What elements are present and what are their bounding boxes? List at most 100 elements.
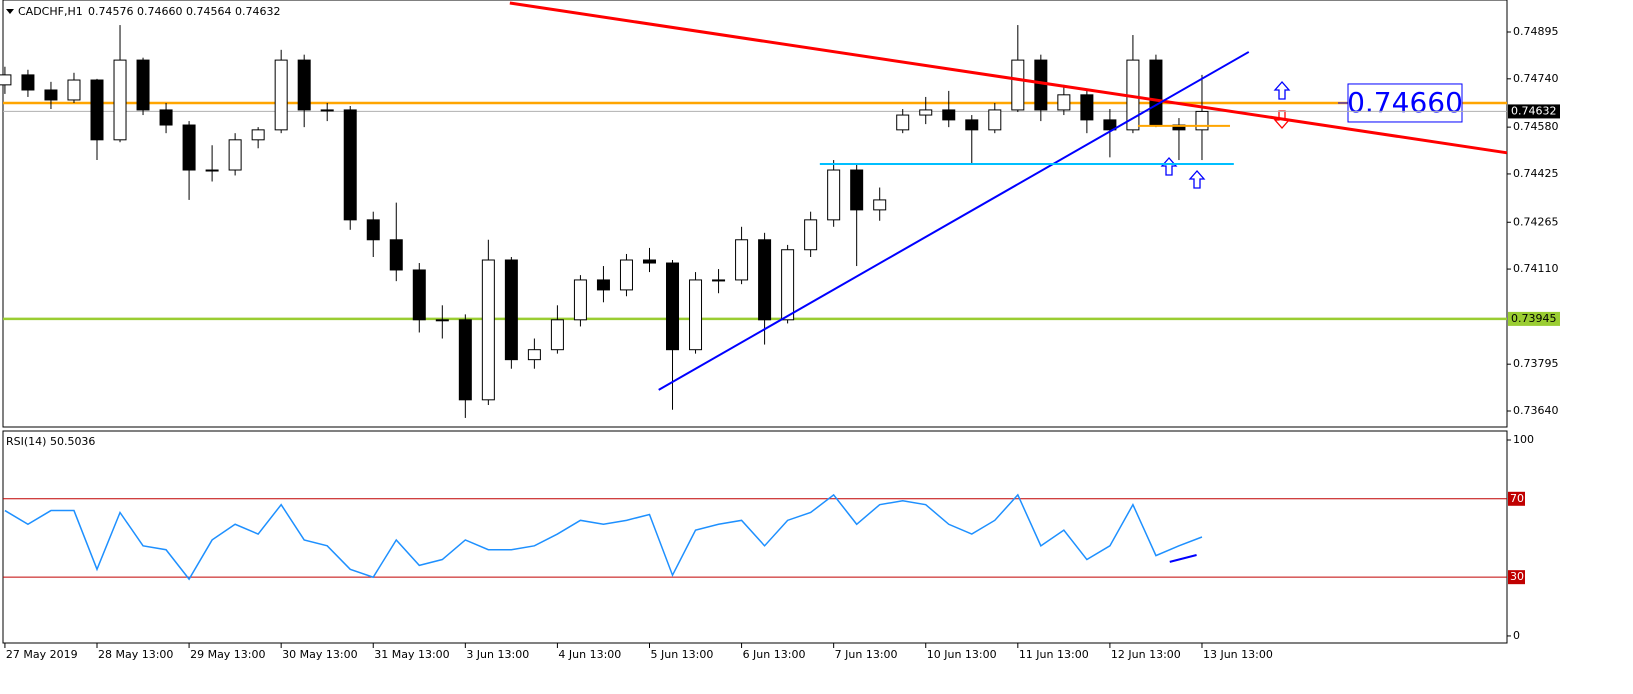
level-label-box [1508, 570, 1525, 585]
menu-triangle[interactable] [6, 9, 14, 14]
candle-body [435, 319, 449, 322]
candle-body [1149, 59, 1163, 126]
candle-body [274, 59, 288, 131]
candle-body [481, 259, 495, 401]
x-tick-label: 4 Jun 13:00 [558, 648, 621, 661]
candle-body [804, 219, 818, 251]
price-label-box [1347, 83, 1463, 123]
candle-body [712, 279, 726, 282]
candle-body [136, 59, 150, 111]
x-tick-label: 10 Jun 13:00 [927, 648, 997, 661]
candle-body [735, 239, 749, 281]
x-tick-label: 5 Jun 13:00 [650, 648, 713, 661]
candle-body [527, 349, 541, 361]
candle-body [827, 169, 841, 221]
x-tick-label: 28 May 13:00 [98, 648, 173, 661]
y-tick-label: 100 [1513, 433, 1534, 446]
level-label-box [1508, 491, 1525, 506]
axis-label-box [1508, 311, 1560, 326]
candle-body [21, 74, 35, 91]
x-tick-label: 31 May 13:00 [374, 648, 449, 661]
x-tick-label: 3 Jun 13:00 [466, 648, 529, 661]
candle-body [0, 74, 12, 86]
candle-body [1011, 59, 1025, 111]
candle-body [251, 129, 265, 141]
candle-body [343, 109, 357, 221]
candle-body [596, 279, 610, 291]
candle-body [642, 259, 656, 264]
price-panel [2, 0, 1508, 428]
candle-body [458, 319, 472, 401]
y-tick-label: 0 [1513, 629, 1520, 642]
candle-body [205, 169, 219, 172]
candle-body [896, 114, 910, 131]
candle-body [758, 239, 772, 321]
axis-label-box [1508, 104, 1560, 119]
y-tick-label: 0.73640 [1513, 404, 1559, 417]
y-tick-label: 0.74110 [1513, 262, 1559, 275]
quote: 0.74576 0.74660 0.74564 0.74632 [88, 5, 280, 18]
candle-body [159, 109, 173, 126]
candle-body [1103, 119, 1117, 131]
y-tick-label: 0.74265 [1513, 215, 1559, 228]
axis-label: 0.73945 [1511, 312, 1557, 325]
y-tick-label: 0.74425 [1513, 167, 1559, 180]
level-label: 70 [1510, 492, 1524, 505]
arrow-up [1273, 81, 1291, 100]
trendline [1169, 554, 1197, 563]
candle-body [988, 109, 1002, 131]
y-tick-label: 0.74740 [1513, 72, 1559, 85]
y-tick-label: 0.74895 [1513, 25, 1559, 38]
arrow-up [1188, 170, 1206, 189]
candle-body [182, 124, 196, 171]
candle-body [320, 109, 334, 112]
level-label: 30 [1510, 570, 1524, 583]
candle-body [942, 109, 956, 121]
x-tick-label: 7 Jun 13:00 [835, 648, 898, 661]
rsi-title: RSI(14) 50.5036 [6, 435, 95, 448]
candle-body [919, 109, 933, 116]
candle-body [366, 219, 380, 241]
arrow-up [1160, 157, 1178, 176]
x-tick-label: 29 May 13:00 [190, 648, 265, 661]
candle-body [666, 262, 680, 351]
x-tick-label: 30 May 13:00 [282, 648, 357, 661]
price-label: 0.74660 [1347, 86, 1463, 119]
axis-label: 0.74632 [1511, 104, 1557, 117]
candle-body [689, 279, 703, 351]
candle-body [67, 79, 81, 101]
x-tick-label: 6 Jun 13:00 [743, 648, 806, 661]
candle-body [550, 319, 564, 351]
candle-body [850, 169, 864, 211]
candle-body [1057, 94, 1071, 111]
candle-body [504, 259, 518, 361]
candle-body [573, 279, 587, 321]
candle-body [1080, 94, 1094, 121]
candle-body [1034, 59, 1048, 111]
candle-body [90, 79, 104, 141]
y-tick-label: 0.73795 [1513, 357, 1559, 370]
candle-body [1195, 110, 1209, 131]
arrows [1160, 81, 1291, 189]
symbol-title: CADCHF,H1 [18, 5, 83, 18]
x-tick-label: 13 Jun 13:00 [1203, 648, 1273, 661]
candle-body [873, 199, 887, 211]
rsi-panel [2, 430, 1508, 644]
x-tick-label: 27 May 2019 [6, 648, 78, 661]
trendline [658, 51, 1250, 391]
x-tick-label: 11 Jun 13:00 [1019, 648, 1089, 661]
candle-body [297, 59, 311, 111]
rsi-line [4, 493, 1203, 581]
candle-body [412, 269, 426, 321]
candle-body [619, 259, 633, 291]
candle-body [113, 59, 127, 141]
y-tick-label: 0.74580 [1513, 120, 1559, 133]
candle-body [44, 89, 58, 101]
candle-body [389, 239, 403, 271]
candle-body [781, 249, 795, 321]
candle-body [965, 119, 979, 131]
trendline [509, 1, 1508, 155]
candle-body [228, 139, 242, 171]
x-tick-label: 12 Jun 13:00 [1111, 648, 1181, 661]
